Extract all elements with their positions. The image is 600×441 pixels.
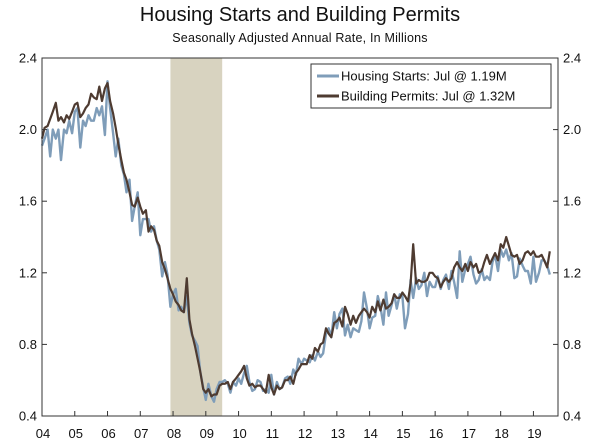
legend-box (310, 63, 552, 109)
x-tick-label: 19 (527, 426, 541, 441)
plot-frame (41, 57, 559, 417)
legend: Housing Starts: Jul @ 1.19M Building Perm… (310, 63, 552, 109)
x-tick-label: 05 (69, 426, 83, 441)
y-tick-label: 1.6 (563, 194, 581, 209)
starts-line (40, 80, 551, 403)
y-tick-label: 0.4 (19, 409, 37, 424)
y-tick-label: 1.2 (19, 265, 37, 280)
x-tick-label: 18 (494, 426, 508, 441)
chart-subtitle: Seasonally Adjusted Annual Rate, In Mill… (172, 31, 428, 45)
left-y-axis: 0.4 0.8 1.2 1.6 2.0 2.4 (19, 51, 47, 424)
x-tick-label: 07 (134, 426, 148, 441)
x-tick-label: 14 (363, 426, 377, 441)
y-tick-label: 0.8 (563, 337, 581, 352)
x-tick-label: 11 (266, 426, 280, 441)
y-tick-label: 1.2 (563, 265, 581, 280)
series-layer (40, 80, 551, 403)
y-tick-label: 1.6 (19, 194, 37, 209)
x-tick-label: 12 (298, 426, 312, 441)
y-tick-label: 2.0 (563, 122, 581, 137)
x-tick-label: 08 (167, 426, 181, 441)
starts-legend-label: Housing Starts: Jul @ 1.19M (341, 69, 507, 84)
right-y-axis: 0.4 0.8 1.2 1.6 2.0 2.4 (553, 51, 581, 424)
y-tick-label: 2.4 (563, 51, 581, 66)
permits-legend-label: Building Permits: Jul @ 1.32M (341, 89, 515, 104)
y-tick-label: 0.4 (563, 409, 581, 424)
x-tick-label: 17 (462, 426, 476, 441)
recession-band (170, 58, 223, 416)
y-tick-label: 0.8 (19, 337, 37, 352)
x-tick-label: 06 (101, 426, 115, 441)
permits-line (40, 82, 551, 398)
x-tick-label: 04 (36, 426, 50, 441)
chart-title: Housing Starts and Building Permits (139, 4, 461, 26)
x-tick-label: 15 (396, 426, 410, 441)
x-tick-label: 13 (331, 426, 345, 441)
y-tick-label: 2.4 (19, 51, 37, 66)
x-tick-label: 09 (200, 426, 214, 441)
y-tick-label: 2.0 (19, 122, 37, 137)
x-tick-label: 16 (429, 426, 443, 441)
x-tick-label: 10 (232, 426, 246, 441)
x-axis: 04 05 06 07 08 09 10 11 12 13 14 15 16 17 18 19 (36, 411, 542, 441)
